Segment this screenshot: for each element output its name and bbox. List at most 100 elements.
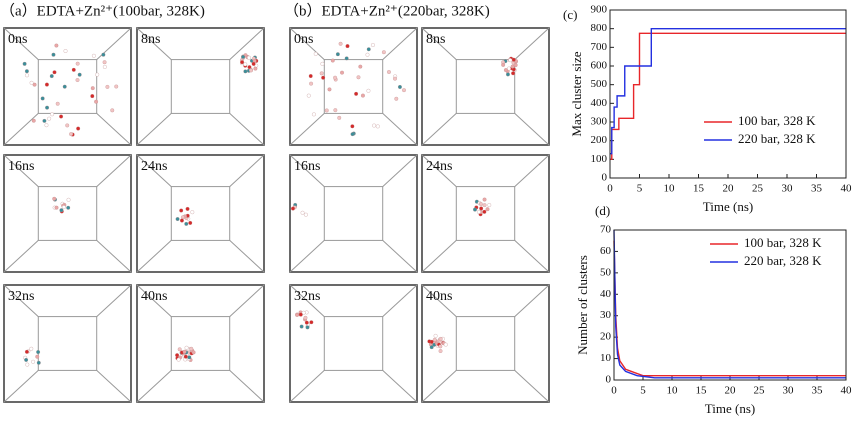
box-edge bbox=[421, 113, 457, 146]
x-tick-label: 0 bbox=[607, 183, 613, 195]
particle bbox=[487, 203, 492, 208]
snapshot-label: 24ns bbox=[426, 159, 452, 174]
box-inner bbox=[323, 59, 384, 114]
x-axis-title: Time (ns) bbox=[705, 401, 755, 416]
snapshot-label: 0ns bbox=[294, 32, 313, 47]
particle bbox=[485, 207, 490, 212]
plot-frame bbox=[613, 229, 847, 381]
box-edge bbox=[514, 113, 550, 146]
y-tick-label: 700 bbox=[591, 41, 608, 53]
box-edge bbox=[136, 284, 172, 317]
snapshot: 16ns bbox=[3, 154, 132, 273]
series-line bbox=[613, 229, 846, 379]
particle bbox=[36, 350, 41, 354]
particle bbox=[372, 123, 377, 128]
particle bbox=[76, 126, 81, 131]
particle bbox=[110, 108, 115, 113]
box-edge bbox=[421, 27, 457, 60]
x-tick-label: 10 bbox=[667, 385, 679, 397]
particle bbox=[90, 86, 95, 91]
particle bbox=[397, 85, 402, 89]
particle bbox=[190, 210, 195, 215]
snapshot: 0ns bbox=[289, 27, 418, 146]
particle bbox=[366, 88, 371, 93]
particle bbox=[182, 349, 187, 354]
x-tick-label: 15 bbox=[696, 385, 708, 397]
y-axis-title: Max cluster size bbox=[569, 51, 584, 136]
particle bbox=[187, 355, 192, 360]
particle bbox=[180, 215, 185, 220]
particle bbox=[291, 206, 295, 211]
box-edge bbox=[96, 154, 132, 187]
particle bbox=[66, 205, 71, 210]
box-inner bbox=[455, 316, 516, 371]
particle bbox=[29, 80, 34, 85]
panel-label: (c) bbox=[563, 7, 577, 22]
snapshot: 32ns bbox=[289, 284, 418, 403]
y-tick-label: 0 bbox=[602, 172, 608, 184]
particle bbox=[65, 123, 70, 128]
particle bbox=[511, 71, 516, 76]
x-tick-label: 25 bbox=[754, 385, 766, 397]
box-inner bbox=[455, 59, 516, 114]
particle bbox=[44, 82, 49, 87]
particle bbox=[402, 88, 406, 93]
particle bbox=[63, 49, 68, 53]
box-edge bbox=[514, 284, 550, 317]
particle bbox=[114, 84, 119, 89]
particle bbox=[295, 312, 300, 317]
box-edge bbox=[514, 154, 550, 187]
particle bbox=[309, 81, 314, 86]
particle bbox=[482, 209, 487, 214]
particle bbox=[443, 342, 448, 347]
panel-label: (d) bbox=[595, 203, 610, 218]
snapshot-label: 16ns bbox=[8, 159, 34, 174]
particle bbox=[429, 339, 434, 344]
particle bbox=[54, 205, 59, 210]
particle bbox=[330, 58, 335, 63]
y-tick-label: 30 bbox=[600, 309, 612, 321]
box-inner bbox=[37, 316, 98, 371]
box-edge bbox=[289, 284, 325, 317]
box-edge bbox=[136, 113, 172, 146]
particle bbox=[24, 349, 29, 354]
particle bbox=[241, 54, 246, 59]
particle bbox=[44, 123, 49, 128]
particle bbox=[175, 217, 180, 222]
particle bbox=[386, 70, 391, 74]
y-tick-label: 70 bbox=[600, 224, 612, 236]
legend-label: 100 bar, 328 K bbox=[738, 113, 816, 128]
particle bbox=[55, 101, 60, 106]
particle bbox=[305, 325, 310, 330]
particle bbox=[308, 74, 313, 78]
particle bbox=[482, 197, 487, 202]
particle bbox=[188, 220, 193, 225]
particle bbox=[366, 47, 371, 52]
particle bbox=[381, 50, 386, 55]
particle bbox=[47, 116, 52, 121]
snapshot: 0ns bbox=[3, 27, 132, 146]
y-tick-label: 400 bbox=[591, 97, 608, 109]
particle bbox=[52, 70, 57, 75]
x-tick-label: 20 bbox=[723, 183, 735, 195]
x-tick-label: 0 bbox=[611, 385, 617, 397]
box-edge bbox=[289, 113, 325, 146]
legend-label: 100 bar, 328 K bbox=[744, 235, 822, 250]
box-edge bbox=[96, 370, 132, 403]
particle bbox=[90, 94, 95, 99]
panel-title: （a）EDTA+Zn²⁺(100bar, 328K) bbox=[0, 2, 205, 19]
box-edge bbox=[136, 154, 172, 187]
particle bbox=[35, 354, 40, 359]
box-edge bbox=[382, 370, 418, 403]
particle bbox=[183, 354, 188, 359]
box-edge bbox=[3, 113, 39, 146]
box-edge bbox=[514, 27, 550, 60]
box-inner bbox=[170, 186, 231, 241]
snapshot-label: 24ns bbox=[141, 159, 167, 174]
x-tick-label: 35 bbox=[811, 183, 823, 195]
particle bbox=[62, 84, 67, 89]
particle bbox=[508, 58, 513, 63]
particle bbox=[77, 72, 82, 77]
box-inner bbox=[455, 186, 516, 241]
